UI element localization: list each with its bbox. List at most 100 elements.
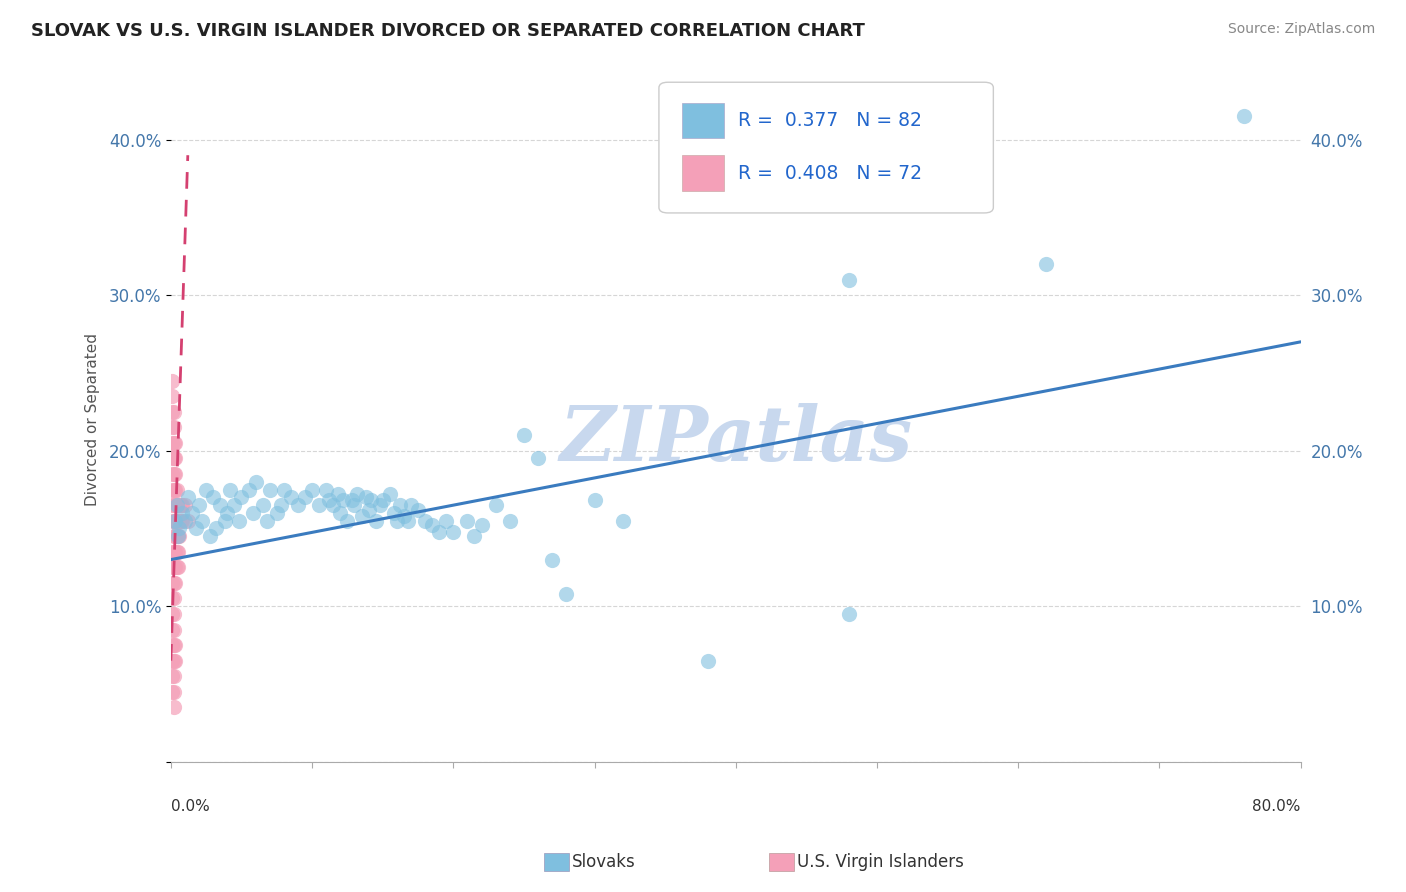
Point xyxy=(162,623,184,637)
Point xyxy=(301,483,323,497)
Point xyxy=(162,483,184,497)
FancyBboxPatch shape xyxy=(659,82,994,213)
Point xyxy=(406,503,429,517)
Point xyxy=(167,545,190,559)
Point xyxy=(167,514,190,528)
Text: R =  0.408   N = 72: R = 0.408 N = 72 xyxy=(738,164,922,183)
Point xyxy=(165,638,187,652)
Point xyxy=(322,498,344,512)
Point xyxy=(165,560,187,574)
Point xyxy=(434,514,457,528)
Text: Source: ZipAtlas.com: Source: ZipAtlas.com xyxy=(1227,22,1375,37)
Point xyxy=(332,493,354,508)
Point xyxy=(346,487,368,501)
Point xyxy=(256,514,278,528)
Point xyxy=(513,428,536,442)
Point xyxy=(1035,257,1057,271)
Point xyxy=(396,514,419,528)
Point xyxy=(163,607,186,621)
Point xyxy=(354,491,377,505)
Point xyxy=(382,506,405,520)
Point xyxy=(364,514,387,528)
Point xyxy=(162,467,184,481)
Point xyxy=(541,552,564,566)
Point xyxy=(165,436,187,450)
Point xyxy=(169,514,191,528)
Point xyxy=(163,560,186,574)
Point xyxy=(167,560,190,574)
Point xyxy=(329,506,352,520)
Point xyxy=(224,498,246,512)
Point xyxy=(527,451,550,466)
Point xyxy=(360,493,382,508)
Point xyxy=(162,591,184,606)
Point xyxy=(388,498,411,512)
Point xyxy=(357,503,380,517)
Point xyxy=(174,498,197,512)
Point xyxy=(350,509,373,524)
Point xyxy=(162,669,184,683)
Point xyxy=(165,514,187,528)
Point xyxy=(318,493,340,508)
Text: R =  0.377   N = 82: R = 0.377 N = 82 xyxy=(738,111,922,130)
Point xyxy=(163,685,186,699)
Point xyxy=(162,575,184,590)
Point xyxy=(188,498,211,512)
Point xyxy=(231,491,253,505)
Point xyxy=(163,654,186,668)
Point xyxy=(163,638,186,652)
Point xyxy=(165,545,187,559)
Point xyxy=(214,514,236,528)
FancyBboxPatch shape xyxy=(682,103,724,138)
Text: SLOVAK VS U.S. VIRGIN ISLANDER DIVORCED OR SEPARATED CORRELATION CHART: SLOVAK VS U.S. VIRGIN ISLANDER DIVORCED … xyxy=(31,22,865,40)
Point xyxy=(163,451,186,466)
Point xyxy=(162,374,184,388)
Point xyxy=(485,498,508,512)
Point xyxy=(163,498,186,512)
Point xyxy=(378,487,401,501)
Point xyxy=(163,575,186,590)
Point xyxy=(612,514,634,528)
Point xyxy=(177,514,200,528)
Point xyxy=(166,545,188,559)
Point xyxy=(1233,109,1256,123)
Point xyxy=(163,669,186,683)
Point xyxy=(162,560,184,574)
Point xyxy=(463,529,485,543)
Point xyxy=(420,518,443,533)
Point xyxy=(167,498,190,512)
Point xyxy=(266,506,288,520)
Point xyxy=(202,491,225,505)
Point xyxy=(427,524,450,539)
Point xyxy=(470,518,492,533)
Point xyxy=(343,498,366,512)
Point xyxy=(169,529,191,543)
Point xyxy=(165,451,187,466)
Point xyxy=(368,498,391,512)
Point xyxy=(308,498,330,512)
Point xyxy=(252,498,274,512)
Point xyxy=(172,506,194,520)
Point xyxy=(245,475,267,489)
Point xyxy=(195,483,218,497)
Point xyxy=(166,498,188,512)
Point xyxy=(170,498,193,512)
Point xyxy=(163,529,186,543)
Point xyxy=(191,514,214,528)
Point xyxy=(166,529,188,543)
Point xyxy=(165,575,187,590)
Point xyxy=(162,436,184,450)
Point xyxy=(165,654,187,668)
Point xyxy=(174,514,197,528)
Point xyxy=(165,467,187,481)
Point xyxy=(169,521,191,535)
Point xyxy=(162,545,184,559)
Point xyxy=(166,560,188,574)
Point xyxy=(326,487,349,501)
Point xyxy=(163,545,186,559)
Point xyxy=(162,654,184,668)
Y-axis label: Divorced or Separated: Divorced or Separated xyxy=(86,333,100,506)
Point xyxy=(392,509,415,524)
Point xyxy=(555,587,578,601)
Point xyxy=(280,491,302,505)
